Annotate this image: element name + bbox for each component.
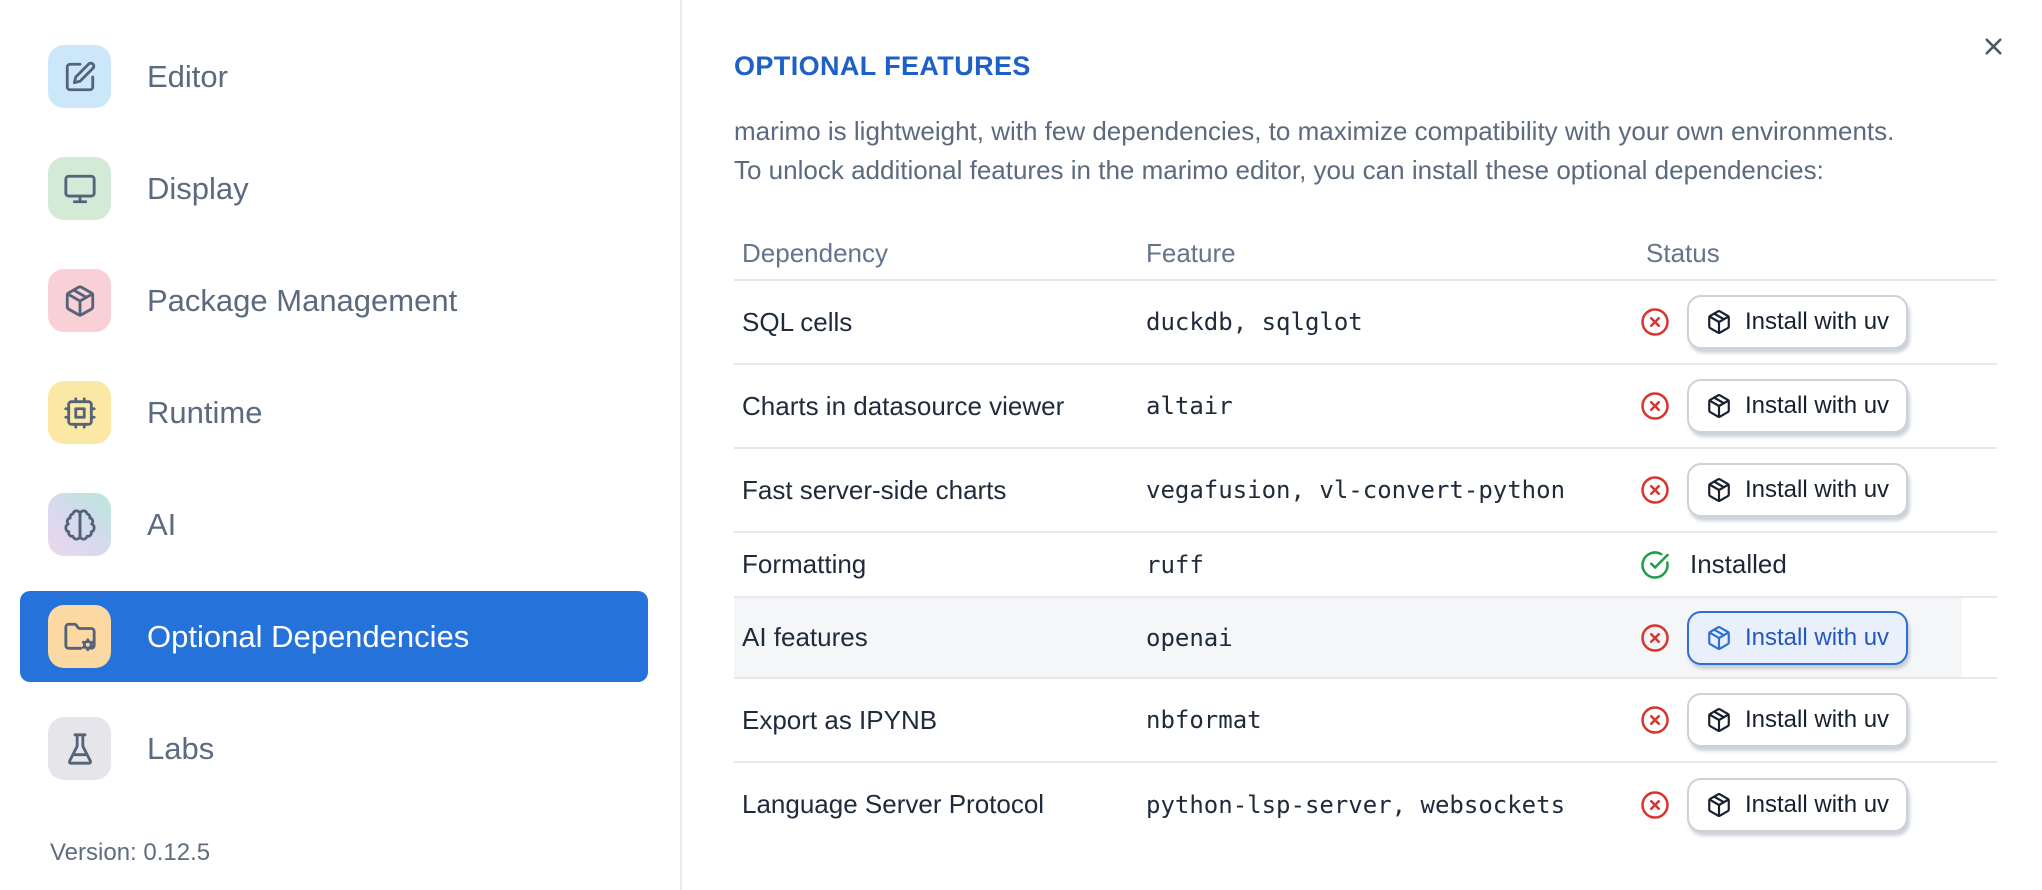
sidebar-item-ai[interactable]: AI xyxy=(20,479,648,570)
square-pen-icon xyxy=(48,45,111,108)
feature-cell: nbformat xyxy=(1138,678,1638,763)
sidebar-item-runtime[interactable]: Runtime xyxy=(20,367,648,458)
sidebar-item-label: Runtime xyxy=(147,394,263,430)
panel-description: marimo is lightweight, with few dependen… xyxy=(734,112,2042,190)
panel-title: OPTIONAL FEATURES xyxy=(734,51,1031,81)
table-row-formatting: Formatting ruff Installed xyxy=(734,532,1997,598)
feature-cell: duckdb, sqlglot xyxy=(1138,280,1638,365)
table-row-export-as-ipynb: Export as IPYNB nbformat Install with uv xyxy=(734,678,1997,763)
package-icon xyxy=(1706,309,1732,335)
package-icon xyxy=(1706,625,1732,651)
install-button-label: Install with uv xyxy=(1745,308,1890,335)
install-button-label: Install with uv xyxy=(1745,706,1890,733)
column-header-status: Status xyxy=(1638,228,1997,281)
circle-x-icon xyxy=(1640,705,1670,735)
close-button[interactable] xyxy=(1978,31,2008,61)
status-cell: Install with uv xyxy=(1638,364,1997,449)
folder-cog-icon xyxy=(48,605,111,668)
install-button-label: Install with uv xyxy=(1745,476,1890,503)
install-button-label: Install with uv xyxy=(1745,392,1890,419)
status-cell: Installed xyxy=(1638,532,1997,598)
sidebar-item-labs[interactable]: Labs xyxy=(20,703,648,794)
dependency-cell: Fast server-side charts xyxy=(734,448,1138,533)
install-with-uv-button[interactable]: Install with uv xyxy=(1687,693,1909,747)
package-icon xyxy=(1706,477,1732,503)
cpu-icon xyxy=(48,381,111,444)
circle-check-icon xyxy=(1640,550,1670,580)
dependency-cell: Export as IPYNB xyxy=(734,678,1138,763)
table-row-ai-features: AI features openai Install with uv xyxy=(734,597,1997,679)
install-with-uv-button[interactable]: Install with uv xyxy=(1687,777,1909,832)
sidebar-item-label: Optional Dependencies xyxy=(147,618,470,654)
feature-cell: openai xyxy=(1138,597,1638,679)
brain-icon xyxy=(48,493,111,556)
sidebar-item-label: Display xyxy=(147,170,249,206)
sidebar-item-optional-dependencies[interactable]: Optional Dependencies xyxy=(20,591,648,682)
version-label: Version: 0.12.5 xyxy=(50,839,211,866)
circle-x-icon xyxy=(1640,307,1670,337)
sidebar-nav: Editor Display Package Management Runtime AI… xyxy=(20,31,648,815)
install-with-uv-button[interactable]: Install with uv xyxy=(1687,610,1909,665)
package-icon xyxy=(1706,393,1732,419)
feature-cell: vegafusion, vl-convert-python xyxy=(1138,448,1638,533)
package-icon xyxy=(48,269,111,332)
sidebar-item-editor[interactable]: Editor xyxy=(20,31,648,122)
description-line-1: marimo is lightweight, with few dependen… xyxy=(734,116,1895,146)
table-row-sql-cells: SQL cells duckdb, sqlglot Install with uv xyxy=(734,280,1997,365)
sidebar-item-label: Editor xyxy=(147,58,228,94)
sidebar-item-label: Labs xyxy=(147,730,215,766)
feature-cell: altair xyxy=(1138,364,1638,449)
feature-cell: python-lsp-server, websockets xyxy=(1146,790,1566,819)
table-row-charts-in-datasource-viewer: Charts in datasource viewer altair Install… xyxy=(734,364,1997,449)
install-with-uv-button[interactable]: Install with uv xyxy=(1687,463,1909,517)
install-button-label: Install with uv xyxy=(1745,623,1890,651)
optional-features-panel: OPTIONAL FEATURES marimo is lightweight,… xyxy=(684,0,2042,890)
circle-x-icon xyxy=(1640,623,1670,653)
dependency-cell: Language Server Protocol xyxy=(742,789,1045,819)
table-row-language-server-protocol: Language Server Protocol python-lsp-serve… xyxy=(734,762,1997,846)
circle-x-icon xyxy=(1640,391,1670,421)
status-cell: Install with uv xyxy=(1638,678,1997,763)
dependency-cell: AI features xyxy=(734,597,1138,679)
sidebar-item-label: AI xyxy=(147,506,177,542)
install-button-label: Install with uv xyxy=(1745,790,1890,818)
status-cell: Install with uv xyxy=(1638,280,1997,365)
dependency-cell: Formatting xyxy=(734,532,1138,598)
circle-x-icon xyxy=(1640,790,1670,820)
install-with-uv-button[interactable]: Install with uv xyxy=(1687,295,1909,349)
package-icon xyxy=(1706,792,1732,818)
status-cell: Install with uv xyxy=(1638,448,1997,533)
settings-sidebar: Editor Display Package Management Runtime AI… xyxy=(0,0,682,890)
column-header-feature: Feature xyxy=(1138,228,1638,281)
circle-x-icon xyxy=(1640,475,1670,505)
feature-cell: ruff xyxy=(1138,532,1638,598)
column-header-dependency: Dependency xyxy=(734,228,1138,281)
status-cell: Install with uv xyxy=(1638,762,1997,846)
status-cell: Install with uv xyxy=(1638,597,1997,679)
flask-icon xyxy=(48,717,111,780)
monitor-icon xyxy=(48,157,111,220)
install-with-uv-button[interactable]: Install with uv xyxy=(1687,379,1909,433)
dependencies-table: Dependency Feature Status SQL cells duckdb,… xyxy=(734,228,1997,846)
table-row-fast-server-side-charts: Fast server-side charts vegafusion, vl-co… xyxy=(734,448,1997,533)
dependency-cell: SQL cells xyxy=(734,280,1138,365)
dependency-cell: Charts in datasource viewer xyxy=(734,364,1138,449)
description-line-2: To unlock additional features in the mar… xyxy=(734,155,1824,185)
sidebar-item-label: Package Management xyxy=(147,282,458,318)
package-icon xyxy=(1706,707,1732,733)
sidebar-item-display[interactable]: Display xyxy=(20,143,648,234)
installed-status-label: Installed xyxy=(1690,549,1787,579)
sidebar-item-package-management[interactable]: Package Management xyxy=(20,255,648,346)
table-header-row: Dependency Feature Status xyxy=(734,228,1997,281)
